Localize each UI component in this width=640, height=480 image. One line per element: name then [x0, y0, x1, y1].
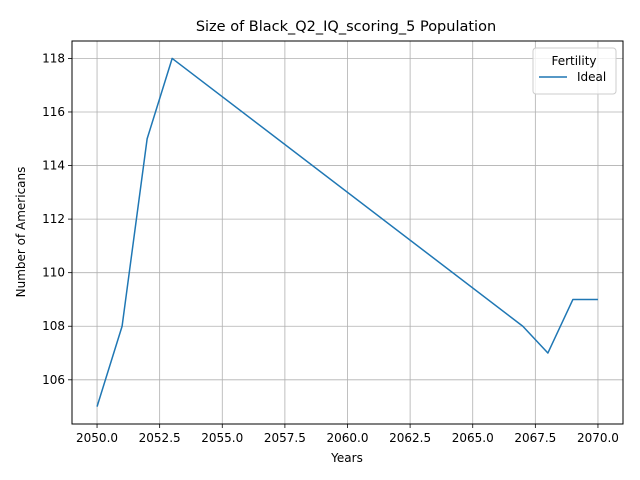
legend-label-ideal: Ideal: [577, 70, 606, 84]
legend: Fertility Ideal: [532, 47, 617, 95]
y-tick-label: 116: [42, 105, 65, 119]
y-tick-label: 110: [42, 266, 65, 280]
x-tick-label: 2070.0: [577, 431, 619, 445]
x-tick-label: 2052.5: [139, 431, 181, 445]
grid-lines: [72, 41, 623, 424]
x-tick-label: 2067.5: [514, 431, 556, 445]
x-tick-label: 2055.0: [201, 431, 243, 445]
y-axis-label: Number of Americans: [14, 167, 28, 298]
y-tick-label: 118: [42, 51, 65, 65]
x-tick-label: 2057.5: [264, 431, 306, 445]
x-tick-label: 2065.0: [452, 431, 494, 445]
x-axis-label: Years: [330, 451, 363, 465]
legend-title: Fertility: [551, 54, 596, 68]
y-tick-label: 106: [42, 373, 65, 387]
series-lines: [96, 57, 598, 407]
series-line-ideal: [96, 57, 598, 407]
y-tick-label: 112: [42, 212, 65, 226]
y-tick-label: 108: [42, 319, 65, 333]
chart-title: Size of Black_Q2_IQ_scoring_5 Population: [196, 19, 496, 35]
x-tick-label: 2050.0: [76, 431, 118, 445]
legend-box: [532, 47, 617, 95]
y-tick-label: 114: [42, 159, 65, 173]
x-tick-label: 2060.0: [327, 431, 369, 445]
x-axis-ticks: 2050.0 2052.5 2055.0 2057.5 2060.0 2062.5 2065…: [76, 424, 619, 445]
y-axis-ticks: 106 108 110 112 114 116 118: [42, 51, 72, 387]
x-tick-label: 2062.5: [389, 431, 431, 445]
